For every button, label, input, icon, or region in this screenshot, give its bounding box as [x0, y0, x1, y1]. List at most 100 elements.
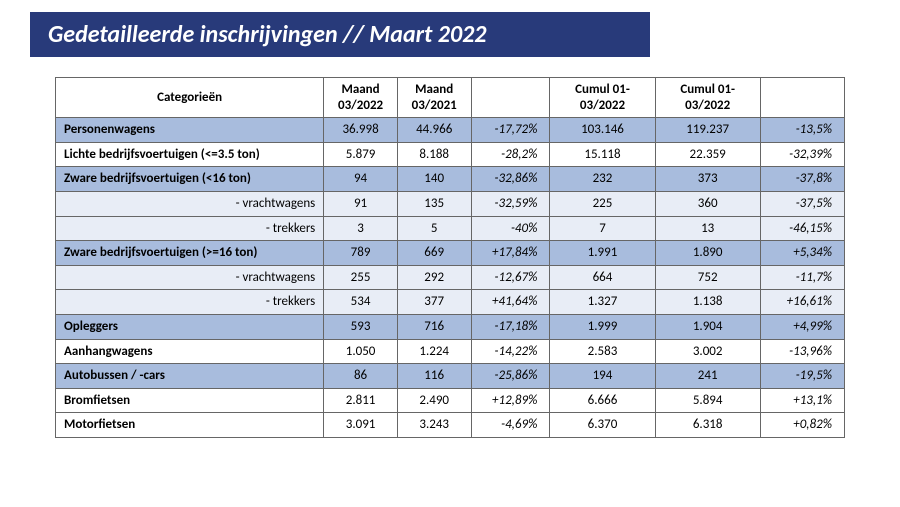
cell-category: Zware bedrijfsvoertuigen (>=16 ton) — [56, 241, 324, 266]
cell-cumul-pct: +16,61% — [760, 290, 844, 315]
cell-cumul-2022: 1.991 — [550, 241, 655, 266]
cell-cumul-2022: 664 — [550, 265, 655, 290]
page: Gedetailleerde inschrijvingen // Maart 2… — [0, 0, 900, 507]
cell-category: Bromfietsen — [56, 388, 324, 413]
cell-cumul-2022: 6.370 — [550, 413, 655, 438]
cell-category: Autobussen / -cars — [56, 364, 324, 389]
cell-cumul-2022: 7 — [550, 216, 655, 241]
cell-cumul-2022: 194 — [550, 364, 655, 389]
cell-month-2022: 36.998 — [324, 118, 398, 143]
table-row: Opleggers593716-17,18%1.9991.904+4,99% — [56, 314, 845, 339]
cell-cumul-2021: 373 — [655, 167, 760, 192]
table-row: - trekkers534377+41,64%1.3271.138+16,61% — [56, 290, 845, 315]
col-header-month-pct — [471, 78, 550, 118]
cell-cumul-2021: 1.890 — [655, 241, 760, 266]
cell-cumul-pct: -37,8% — [760, 167, 844, 192]
cell-category: - vrachtwagens — [56, 191, 324, 216]
cell-cumul-2021: 752 — [655, 265, 760, 290]
cell-month-pct: -40% — [471, 216, 550, 241]
cell-month-pct: -17,72% — [471, 118, 550, 143]
cell-month-2021: 5 — [397, 216, 471, 241]
col-header-cumul-2022: Cumul 01-03/2022 — [550, 78, 655, 118]
cell-month-pct: -17,18% — [471, 314, 550, 339]
table-row: Personenwagens36.99844.966-17,72%103.146… — [56, 118, 845, 143]
table-row: Zware bedrijfsvoertuigen (>=16 ton)78966… — [56, 241, 845, 266]
cell-month-2021: 44.966 — [397, 118, 471, 143]
cell-cumul-2021: 1.138 — [655, 290, 760, 315]
cell-month-pct: -25,86% — [471, 364, 550, 389]
registrations-table: Categorieën Maand 03/2022 Maand 03/2021 … — [55, 77, 845, 438]
cell-cumul-2021: 6.318 — [655, 413, 760, 438]
cell-month-pct: -14,22% — [471, 339, 550, 364]
cell-month-2021: 135 — [397, 191, 471, 216]
cell-cumul-pct: -11,7% — [760, 265, 844, 290]
cell-cumul-pct: -13,5% — [760, 118, 844, 143]
cell-cumul-2021: 22.359 — [655, 142, 760, 167]
cell-category: - trekkers — [56, 290, 324, 315]
cell-category: Aanhangwagens — [56, 339, 324, 364]
col-header-cumul-2021: Cumul 01-03/2022 — [655, 78, 760, 118]
cell-cumul-2022: 1.999 — [550, 314, 655, 339]
cell-cumul-pct: -32,39% — [760, 142, 844, 167]
cell-month-2021: 669 — [397, 241, 471, 266]
cell-month-pct: -32,59% — [471, 191, 550, 216]
col-header-cumul-pct — [760, 78, 844, 118]
cell-month-2022: 255 — [324, 265, 398, 290]
cell-month-2021: 3.243 — [397, 413, 471, 438]
cell-cumul-pct: -13,96% — [760, 339, 844, 364]
cell-month-2021: 716 — [397, 314, 471, 339]
cell-cumul-2022: 1.327 — [550, 290, 655, 315]
cell-cumul-pct: -37,5% — [760, 191, 844, 216]
table-body: Personenwagens36.99844.966-17,72%103.146… — [56, 118, 845, 438]
cell-month-2022: 2.811 — [324, 388, 398, 413]
cell-cumul-2022: 15.118 — [550, 142, 655, 167]
cell-month-2022: 5.879 — [324, 142, 398, 167]
cell-month-2022: 86 — [324, 364, 398, 389]
cell-cumul-2021: 13 — [655, 216, 760, 241]
cell-cumul-2021: 241 — [655, 364, 760, 389]
cell-month-2022: 91 — [324, 191, 398, 216]
table-row: Bromfietsen2.8112.490+12,89%6.6665.894+1… — [56, 388, 845, 413]
col-header-month-2021: Maand 03/2021 — [397, 78, 471, 118]
table-row: Autobussen / -cars86116-25,86%194241-19,… — [56, 364, 845, 389]
col-header-category: Categorieën — [56, 78, 324, 118]
table-row: Zware bedrijfsvoertuigen (<16 ton)94140-… — [56, 167, 845, 192]
cell-month-2021: 2.490 — [397, 388, 471, 413]
cell-month-2021: 116 — [397, 364, 471, 389]
cell-cumul-pct: +0,82% — [760, 413, 844, 438]
table-row: Lichte bedrijfsvoertuigen (<=3.5 ton)5.8… — [56, 142, 845, 167]
cell-month-pct: -4,69% — [471, 413, 550, 438]
cell-cumul-2022: 2.583 — [550, 339, 655, 364]
cell-cumul-2022: 6.666 — [550, 388, 655, 413]
cell-category: Zware bedrijfsvoertuigen (<16 ton) — [56, 167, 324, 192]
cell-category: - vrachtwagens — [56, 265, 324, 290]
cell-cumul-pct: +13,1% — [760, 388, 844, 413]
cell-cumul-2021: 5.894 — [655, 388, 760, 413]
cell-month-2021: 292 — [397, 265, 471, 290]
cell-category: - trekkers — [56, 216, 324, 241]
page-title: Gedetailleerde inschrijvingen // Maart 2… — [30, 12, 650, 57]
cell-cumul-pct: -46,15% — [760, 216, 844, 241]
table-row: - vrachtwagens91135-32,59%225360-37,5% — [56, 191, 845, 216]
cell-month-pct: -28,2% — [471, 142, 550, 167]
cell-month-pct: +41,64% — [471, 290, 550, 315]
cell-month-2022: 94 — [324, 167, 398, 192]
cell-cumul-pct: +4,99% — [760, 314, 844, 339]
cell-cumul-2022: 103.146 — [550, 118, 655, 143]
cell-month-2021: 377 — [397, 290, 471, 315]
cell-month-2022: 593 — [324, 314, 398, 339]
cell-category: Personenwagens — [56, 118, 324, 143]
cell-cumul-2021: 360 — [655, 191, 760, 216]
cell-category: Opleggers — [56, 314, 324, 339]
cell-cumul-2022: 225 — [550, 191, 655, 216]
cell-month-pct: +12,89% — [471, 388, 550, 413]
col-header-month-2022: Maand 03/2022 — [324, 78, 398, 118]
cell-cumul-2021: 1.904 — [655, 314, 760, 339]
cell-category: Lichte bedrijfsvoertuigen (<=3.5 ton) — [56, 142, 324, 167]
cell-month-pct: -12,67% — [471, 265, 550, 290]
table-row: Aanhangwagens1.0501.224-14,22%2.5833.002… — [56, 339, 845, 364]
table-row: - vrachtwagens255292-12,67%664752-11,7% — [56, 265, 845, 290]
cell-cumul-2022: 232 — [550, 167, 655, 192]
cell-month-2021: 1.224 — [397, 339, 471, 364]
cell-month-pct: +17,84% — [471, 241, 550, 266]
